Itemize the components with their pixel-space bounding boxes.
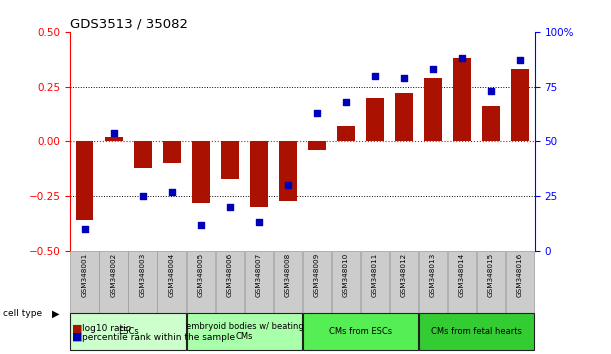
Point <box>428 66 438 72</box>
Bar <box>186 313 302 350</box>
Bar <box>128 251 157 313</box>
Bar <box>186 251 215 313</box>
Bar <box>158 251 186 313</box>
Bar <box>419 313 535 350</box>
Text: GSM348014: GSM348014 <box>459 253 465 297</box>
Text: GSM348002: GSM348002 <box>111 253 117 297</box>
Text: GSM348007: GSM348007 <box>256 253 262 297</box>
Point <box>138 193 148 199</box>
Point <box>515 57 525 63</box>
Text: ■: ■ <box>71 332 82 342</box>
Bar <box>251 141 268 207</box>
Bar <box>367 98 384 141</box>
Point <box>399 75 409 81</box>
Bar <box>419 251 447 313</box>
Text: ■: ■ <box>71 324 82 333</box>
Point <box>196 222 206 228</box>
Bar <box>453 58 470 141</box>
Text: CMs from fetal hearts: CMs from fetal hearts <box>431 327 522 336</box>
Text: GSM348001: GSM348001 <box>82 253 88 297</box>
Text: GSM348005: GSM348005 <box>198 253 204 297</box>
Text: GSM348009: GSM348009 <box>314 253 320 297</box>
Bar <box>511 69 529 141</box>
Bar <box>337 126 354 141</box>
Point <box>80 226 90 232</box>
Bar <box>100 251 128 313</box>
Text: GSM348006: GSM348006 <box>227 253 233 297</box>
Bar <box>448 251 477 313</box>
Bar <box>192 141 210 203</box>
Point <box>225 204 235 210</box>
Point <box>486 88 496 94</box>
Bar <box>216 251 244 313</box>
Text: CMs from ESCs: CMs from ESCs <box>329 327 392 336</box>
Point <box>312 110 322 116</box>
Point <box>167 189 177 195</box>
Bar <box>424 78 442 141</box>
Text: cell type: cell type <box>3 309 42 318</box>
Bar <box>221 141 239 179</box>
Bar <box>360 251 389 313</box>
Bar <box>134 141 152 168</box>
Text: GSM348004: GSM348004 <box>169 253 175 297</box>
Text: percentile rank within the sample: percentile rank within the sample <box>82 332 236 342</box>
Text: GSM348008: GSM348008 <box>285 253 291 297</box>
Bar <box>302 313 419 350</box>
Text: embryoid bodies w/ beating
CMs: embryoid bodies w/ beating CMs <box>186 322 303 341</box>
Text: GSM348012: GSM348012 <box>401 253 407 297</box>
Bar <box>506 251 535 313</box>
Point <box>370 73 380 79</box>
Bar <box>70 313 186 350</box>
Text: GSM348011: GSM348011 <box>372 253 378 297</box>
Text: log10 ratio: log10 ratio <box>82 324 132 333</box>
Bar <box>302 251 331 313</box>
Point <box>109 130 119 136</box>
Bar <box>244 251 273 313</box>
Point <box>341 99 351 105</box>
Text: GDS3513 / 35082: GDS3513 / 35082 <box>70 18 188 31</box>
Bar <box>70 251 99 313</box>
Bar <box>390 251 419 313</box>
Bar <box>395 93 413 141</box>
Text: GSM348013: GSM348013 <box>430 253 436 297</box>
Text: GSM348003: GSM348003 <box>140 253 146 297</box>
Bar <box>274 251 302 313</box>
Bar <box>105 137 122 141</box>
Bar <box>163 141 181 163</box>
Point <box>254 219 264 225</box>
Text: GSM348016: GSM348016 <box>517 253 523 297</box>
Point <box>283 182 293 188</box>
Text: GSM348015: GSM348015 <box>488 253 494 297</box>
Point <box>457 55 467 61</box>
Text: ESCs: ESCs <box>118 327 139 336</box>
Bar <box>483 106 500 141</box>
Bar <box>76 141 93 220</box>
Text: GSM348010: GSM348010 <box>343 253 349 297</box>
Text: ▶: ▶ <box>52 308 59 318</box>
Bar <box>309 141 326 150</box>
Bar <box>332 251 360 313</box>
Bar <box>477 251 505 313</box>
Bar <box>279 141 297 200</box>
